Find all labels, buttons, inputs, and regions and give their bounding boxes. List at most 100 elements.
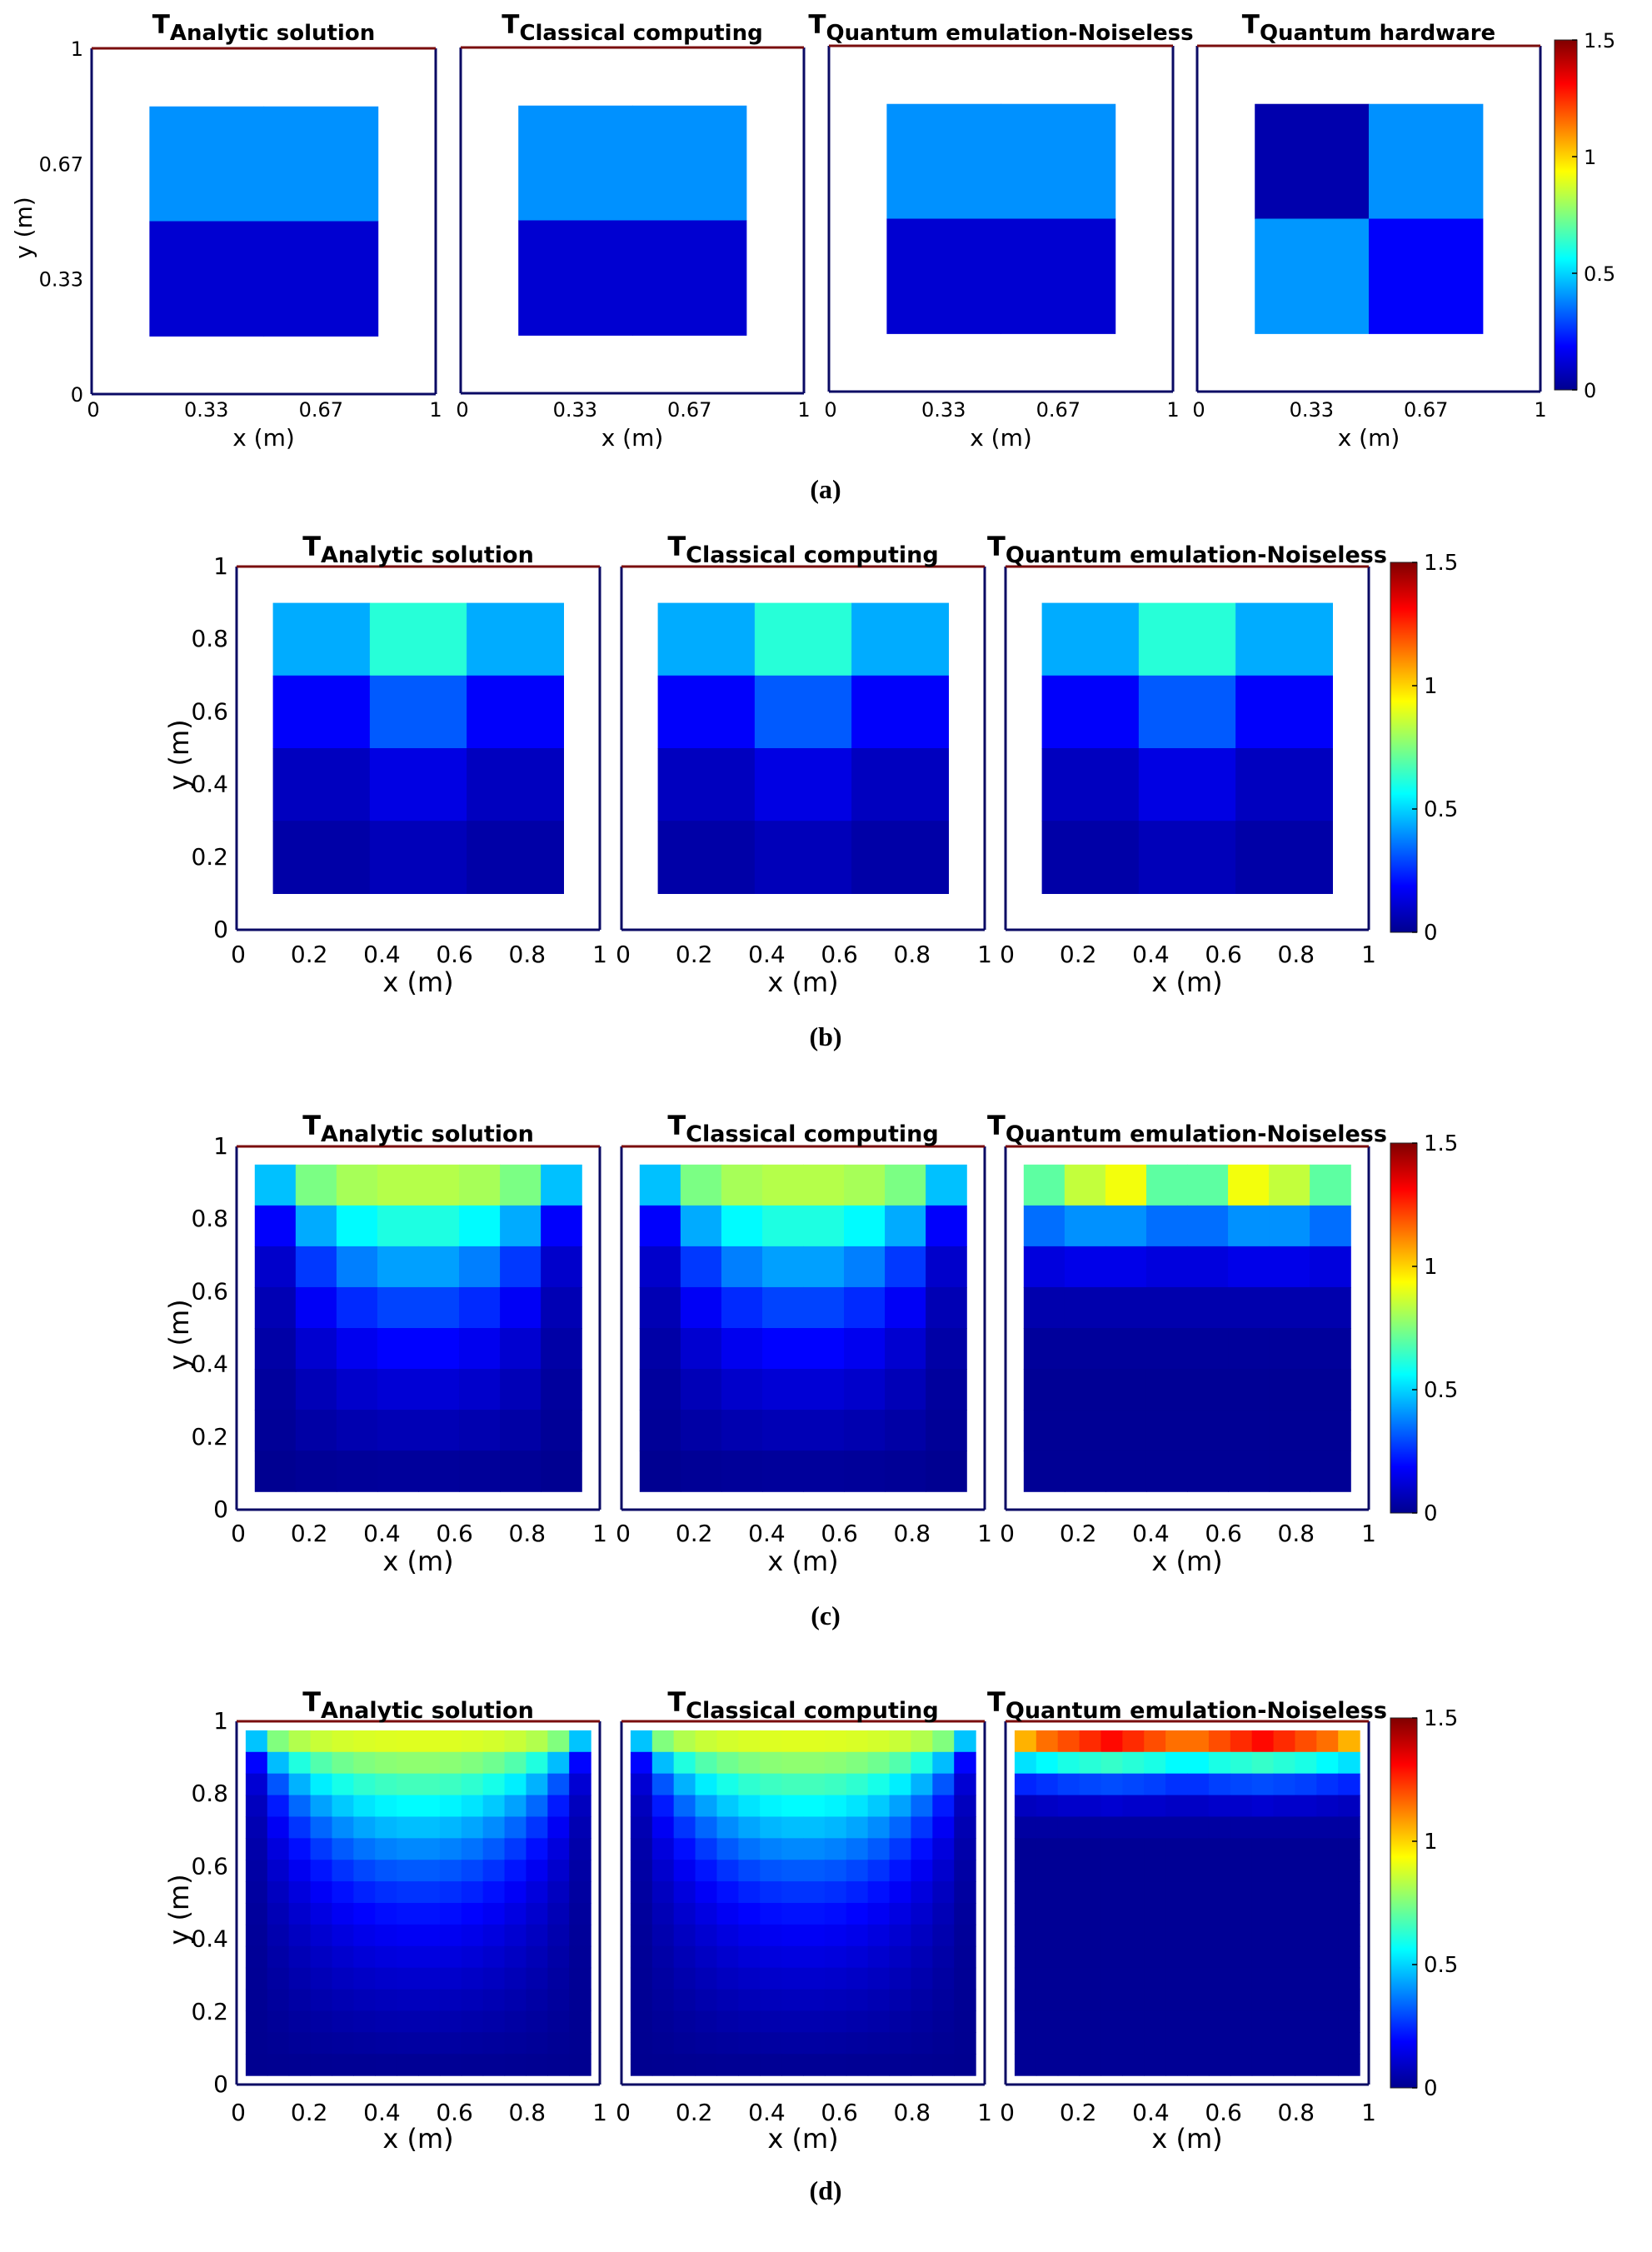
heatmap-cell bbox=[651, 1860, 675, 1882]
heatmap-cell bbox=[846, 1924, 869, 1947]
heatmap-cell bbox=[1295, 1795, 1317, 1818]
heatmap-cell bbox=[673, 1881, 696, 1904]
heatmap-cell bbox=[754, 821, 852, 894]
heatmap-cell bbox=[353, 1945, 376, 1969]
heatmap-cell bbox=[459, 1286, 501, 1329]
heatmap-cell bbox=[1122, 1816, 1145, 1839]
panel-title-base: T bbox=[302, 531, 321, 562]
heatmap-cell bbox=[695, 1989, 718, 2012]
heatmap-cell bbox=[1079, 1795, 1102, 1818]
heatmap-cell bbox=[332, 1816, 354, 1839]
heatmap-cell bbox=[1269, 1451, 1310, 1492]
heatmap-cell bbox=[716, 1730, 739, 1753]
heatmap-cell bbox=[760, 1730, 782, 1753]
x-tick-label: 0 bbox=[1000, 941, 1015, 968]
heatmap-cell bbox=[569, 1838, 591, 1860]
heatmap-cell bbox=[926, 1205, 967, 1247]
heatmap-cell bbox=[1057, 1838, 1081, 1860]
heatmap-cell bbox=[761, 1369, 804, 1411]
heatmap-cell bbox=[1316, 1881, 1339, 1904]
heatmap-cell bbox=[1310, 1328, 1351, 1370]
heatmap-cell bbox=[267, 1903, 290, 1925]
heatmap-cell bbox=[630, 1989, 653, 2012]
heatmap-cell bbox=[926, 1410, 967, 1451]
heatmap-cell bbox=[1014, 1773, 1037, 1796]
heatmap-cell bbox=[1036, 1751, 1059, 1775]
heatmap-cell bbox=[738, 1881, 761, 1904]
heatmap-cell bbox=[418, 2010, 441, 2033]
panel-title-subscript: Quantum emulation-Noiseless bbox=[1006, 1698, 1387, 1724]
heatmap-cell bbox=[1165, 1860, 1188, 1882]
y-tick-label: 0.8 bbox=[191, 1780, 228, 1807]
x-tick-label: 0 bbox=[1192, 398, 1205, 422]
colorbar-tick-label: 1 bbox=[1584, 146, 1596, 169]
heatmap-cell bbox=[461, 2054, 484, 2076]
heatmap-cell bbox=[932, 2010, 955, 2033]
x-tick-label: 0.6 bbox=[1205, 1520, 1242, 1547]
heatmap-cell bbox=[1122, 1773, 1145, 1796]
heatmap-cell bbox=[844, 1205, 886, 1247]
heatmap-cell bbox=[254, 1410, 297, 1451]
heatmap-cell bbox=[651, 1751, 675, 1775]
heatmap-cell bbox=[761, 1328, 804, 1370]
heatmap-cell bbox=[1187, 1205, 1229, 1247]
heatmap-cell bbox=[418, 1816, 441, 1839]
x-tick-label: 0.4 bbox=[748, 941, 786, 968]
heatmap-cell bbox=[1187, 1451, 1229, 1492]
heatmap-cell bbox=[846, 1838, 869, 1860]
panel-title: TClassical computing bbox=[667, 1686, 938, 1724]
heatmap-cell bbox=[760, 1860, 782, 1882]
heatmap-cell bbox=[1165, 1989, 1188, 2012]
heatmap-cell bbox=[1144, 1903, 1166, 1925]
heatmap-cell bbox=[267, 1945, 290, 1969]
x-tick-label: 0.4 bbox=[1132, 941, 1170, 968]
heatmap-cell bbox=[1057, 1751, 1081, 1775]
heatmap-cell bbox=[1145, 1246, 1188, 1288]
heatmap-cell bbox=[482, 2032, 506, 2055]
heatmap-cell bbox=[846, 2032, 869, 2055]
heatmap-cell bbox=[824, 1945, 847, 1969]
heatmap-cell bbox=[310, 2032, 333, 2055]
heatmap-cell bbox=[332, 2032, 354, 2055]
heatmap-cell bbox=[353, 1773, 376, 1796]
heatmap-cell bbox=[288, 1967, 312, 1990]
heatmap-cell bbox=[526, 1989, 548, 2012]
heatmap-cell bbox=[1145, 1451, 1188, 1492]
x-tick-label: 0.2 bbox=[291, 1520, 328, 1547]
heatmap-cell bbox=[1187, 1903, 1210, 1925]
heatmap-cell bbox=[245, 1860, 268, 1882]
heatmap-cell bbox=[397, 1795, 419, 1818]
heatmap-cell bbox=[639, 1246, 681, 1288]
heatmap-cell bbox=[911, 1751, 933, 1775]
heatmap-cell bbox=[1187, 1410, 1229, 1451]
heatmap-cell bbox=[639, 1369, 681, 1411]
heatmap-cell bbox=[310, 1751, 333, 1775]
heatmap-cell bbox=[824, 1903, 847, 1925]
heatmap-cell bbox=[911, 1860, 933, 1882]
x-tick-label: 0.8 bbox=[1278, 941, 1315, 968]
panel-title-subscript: Quantum emulation-Noiseless bbox=[1006, 542, 1387, 568]
heatmap-cell bbox=[1269, 1164, 1310, 1206]
heatmap-cell bbox=[310, 1903, 333, 1925]
heatmap-cell bbox=[377, 1286, 419, 1329]
heatmap-cell bbox=[526, 1838, 548, 1860]
heatmap-cell bbox=[541, 1246, 582, 1288]
heatmap-cell bbox=[1014, 1860, 1037, 1882]
heatmap-cell bbox=[926, 1164, 967, 1206]
heatmap-cell bbox=[1165, 1838, 1188, 1860]
heatmap-cell bbox=[824, 1860, 847, 1882]
heatmap-cell bbox=[1251, 1881, 1275, 1904]
heatmap-cell bbox=[295, 1369, 337, 1411]
heatmap-cell bbox=[1273, 1816, 1296, 1839]
heatmap-cell bbox=[547, 1989, 570, 2012]
heatmap-cell bbox=[954, 1989, 976, 2012]
heatmap-cell bbox=[569, 1816, 591, 1839]
heatmap-cell bbox=[954, 1751, 976, 1775]
heatmap-cell bbox=[846, 1967, 869, 1990]
heatmap-cell bbox=[353, 1967, 376, 1990]
heatmap-cell bbox=[369, 748, 467, 821]
heatmap-cell bbox=[867, 1881, 891, 1904]
heatmap-cell bbox=[439, 1751, 462, 1775]
heatmap-cell bbox=[569, 1989, 591, 2012]
heatmap-cell bbox=[889, 2054, 912, 2076]
